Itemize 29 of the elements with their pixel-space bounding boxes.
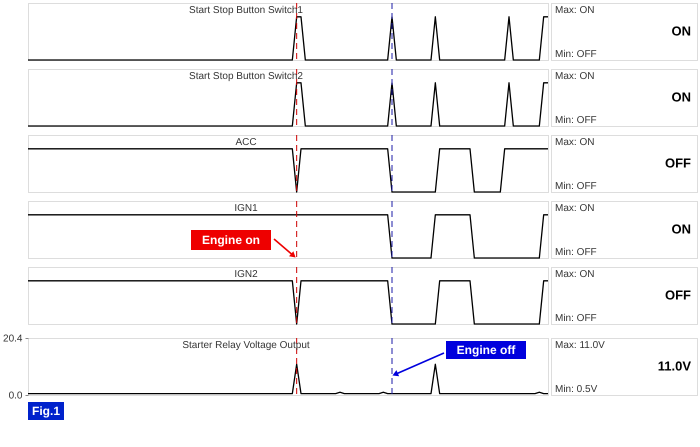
text: OFF [665,288,692,302]
text: Max: 11.0V [555,340,606,351]
chart-title: IGN1 [234,203,258,214]
text: ON [672,222,691,236]
annotation: Engine on [202,233,260,247]
text: Max: ON [555,5,594,16]
text: Min: OFF [555,115,597,126]
annotation: Engine off [456,343,516,357]
text: ON [672,90,691,104]
chart-title: Starter Relay Voltage Output [182,340,310,351]
text: Max: ON [555,269,594,280]
text: Max: ON [555,203,594,214]
text: OFF [665,156,692,170]
text: Min: 0.5V [555,384,598,395]
text: Min: OFF [555,49,597,60]
chart-title: ACC [235,137,257,148]
text: Min: OFF [555,247,597,258]
y-tick-label: 0.0 [8,390,23,402]
text: ON [672,24,691,38]
text: Min: OFF [555,313,597,324]
chart-title: Start Stop Button Switch1 [189,5,304,16]
chart-title: IGN2 [234,269,258,280]
text: 11.0V [658,358,692,374]
y-tick-label: 20.4 [3,334,23,344]
caption: Fig.1 [32,404,60,418]
chart-title: Start Stop Button Switch2 [189,71,304,82]
text: Max: ON [555,137,594,148]
text: Min: OFF [555,181,597,192]
text: Max: ON [555,71,594,82]
